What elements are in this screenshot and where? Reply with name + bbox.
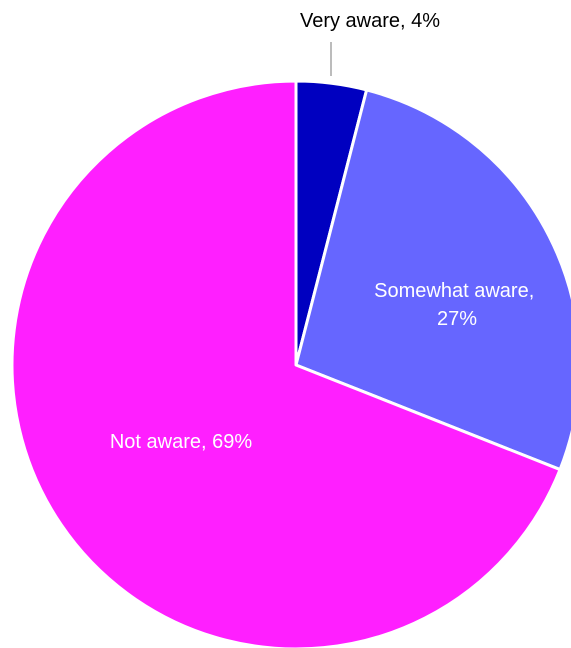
slice-labels: Very aware, 4% Somewhat aware, 27% Not a… — [110, 10, 540, 453]
pie-slices — [10, 79, 571, 648]
pie-slice-not-aware — [10, 79, 562, 648]
slice-label-somewhat-aware-line-1: Somewhat aware, — [374, 280, 534, 302]
slice-label-very-aware: Very aware, 4% — [300, 10, 440, 32]
slice-label-somewhat-aware: Somewhat aware, 27% — [374, 280, 540, 330]
slice-label-somewhat-aware-line-2: 27% — [437, 308, 477, 330]
slice-label-not-aware: Not aware, 69% — [110, 431, 253, 453]
slice-label-not-aware-line-1: Not aware, 69% — [110, 431, 253, 453]
slice-label-very-aware-line-1: Very aware, 4% — [300, 10, 440, 32]
pie-slice-somewhat-aware — [294, 88, 571, 472]
